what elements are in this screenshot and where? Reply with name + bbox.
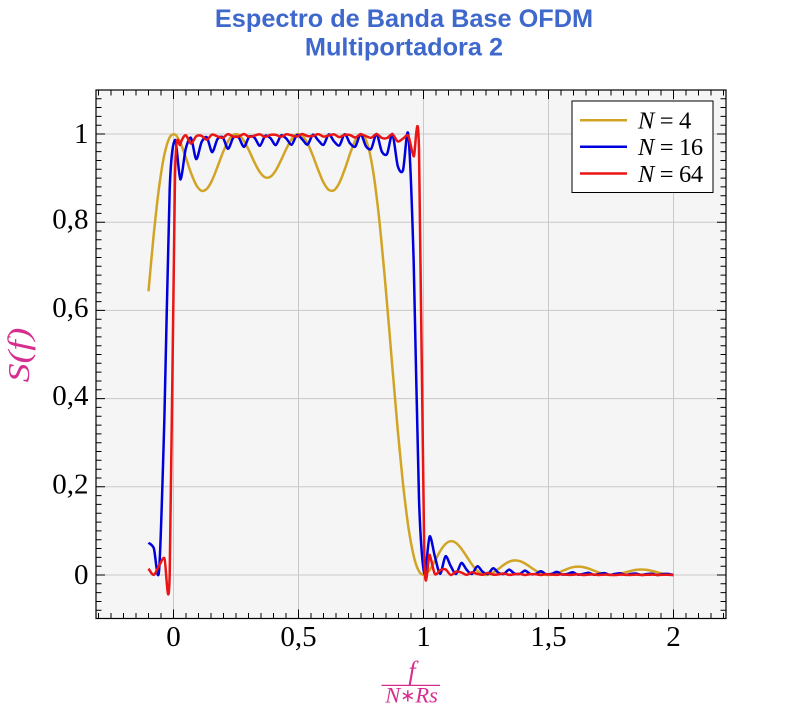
svg-text:1: 1	[74, 118, 89, 150]
svg-text:1: 1	[416, 621, 431, 653]
svg-text:N = 4: N = 4	[637, 107, 691, 134]
svg-text:0: 0	[74, 559, 89, 591]
svg-text:f: f	[408, 657, 419, 686]
svg-text:0,6: 0,6	[52, 292, 88, 324]
svg-text:0,2: 0,2	[52, 468, 88, 500]
svg-text:N∗Rs: N∗Rs	[384, 683, 438, 708]
svg-text:Multiportadora 2: Multiportadora 2	[305, 33, 503, 61]
svg-text:0: 0	[166, 621, 181, 653]
svg-text:0,8: 0,8	[52, 204, 88, 236]
svg-text:0,4: 0,4	[52, 380, 89, 412]
svg-text:N = 64: N = 64	[637, 161, 703, 188]
svg-text:1,5: 1,5	[530, 621, 566, 653]
svg-text:2: 2	[666, 621, 681, 653]
svg-text:0,5: 0,5	[280, 621, 316, 653]
svg-text:S(f): S(f)	[2, 328, 36, 383]
svg-text:Espectro de Banda Base OFDM: Espectro de Banda Base OFDM	[215, 5, 593, 33]
svg-text:N = 16: N = 16	[637, 134, 703, 161]
